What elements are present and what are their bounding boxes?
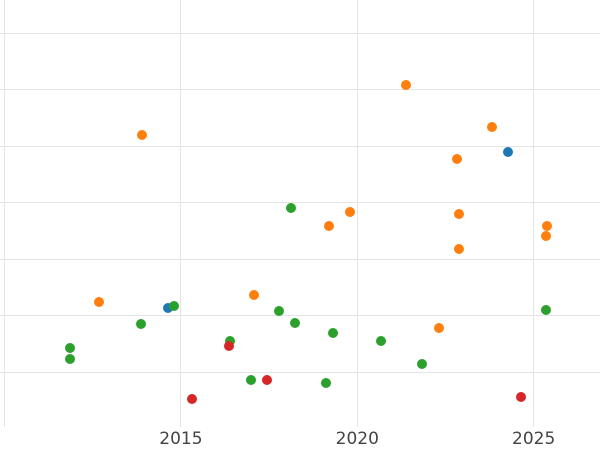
scatter-point-blue[interactable] [162,303,173,314]
scatter-point-green[interactable] [273,305,284,316]
scatter-point-green[interactable] [224,335,235,346]
scatter-point-orange[interactable] [137,130,148,141]
scatter-point-blue[interactable] [502,147,513,158]
scatter-point-orange[interactable] [542,221,553,232]
scatter-point-red[interactable] [261,374,272,385]
scatter-point-orange[interactable] [433,322,444,333]
vertical-gridline [356,0,358,427]
vertical-gridline [533,0,535,427]
scatter-point-orange[interactable] [452,153,463,164]
x-tick-label-2020: 2020 [335,429,379,449]
scatter-point-green[interactable] [136,318,147,329]
horizontal-gridline [0,315,600,316]
scatter-point-orange[interactable] [453,243,464,254]
scatter-point-orange[interactable] [487,121,498,132]
horizontal-gridline [0,145,600,147]
scatter-point-green[interactable] [327,328,338,338]
scatter-point-red[interactable] [515,391,526,402]
scatter-point-orange[interactable] [323,221,334,232]
vertical-gridline [180,0,182,427]
horizontal-gridline [0,89,600,90]
scatter-point-orange[interactable] [541,230,552,241]
scatter-point-green[interactable] [65,343,76,354]
horizontal-gridline [0,371,600,373]
x-tick-label-2025: 2025 [512,429,556,449]
scatter-point-red[interactable] [223,341,234,351]
vertical-gridline [4,0,5,427]
scatter-point-orange[interactable] [94,296,105,307]
horizontal-gridline [0,258,600,260]
scatter-point-green[interactable] [65,354,76,364]
scatter-point-orange[interactable] [453,208,464,219]
scatter-point-orange[interactable] [400,79,411,90]
plot-area [0,0,600,427]
scatter-point-red[interactable] [186,394,197,405]
scatter-point-green[interactable] [541,304,552,315]
scatter-point-green[interactable] [375,335,386,346]
horizontal-gridline [0,202,600,203]
scatter-point-green[interactable] [289,317,300,328]
horizontal-gridline [0,32,600,34]
x-axis: 2015 2020 2025 [0,427,600,450]
scatter-point-green[interactable] [320,377,331,388]
scatter-point-green[interactable] [168,300,179,311]
scatter-point-green[interactable] [246,374,257,385]
scatter-point-orange[interactable] [248,290,259,301]
x-tick-label-2015: 2015 [159,429,203,449]
scatter-point-orange[interactable] [344,207,355,218]
scatter-point-green[interactable] [285,203,296,214]
scatter-point-green[interactable] [416,359,427,370]
